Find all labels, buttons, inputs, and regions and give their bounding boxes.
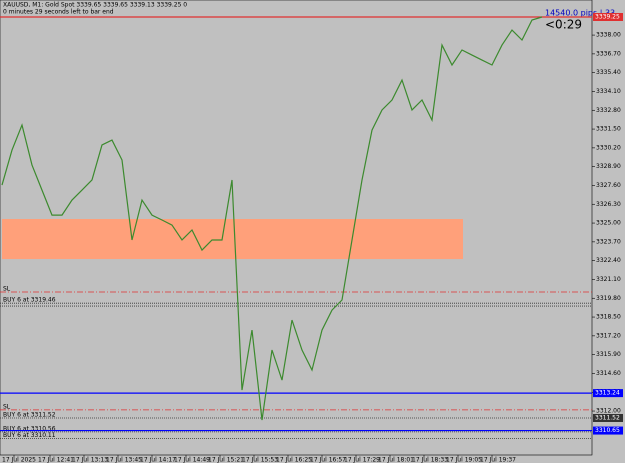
x-tick-label: 17 Jul 14:17 <box>140 457 176 463</box>
timer-line: 0 minutes 29 seconds left to bar end <box>3 9 114 16</box>
price-tag <box>593 426 623 435</box>
level-label: BUY 6 at 3310.11 <box>3 432 56 439</box>
y-tick-label: 3334.10 <box>596 88 621 95</box>
price-tag <box>593 389 623 398</box>
x-tick-label: 17 Jul 2025 <box>2 457 36 463</box>
pips: 14540.0 pips | 33 <box>545 9 615 18</box>
price-tag-label: 3313.24 <box>595 390 620 397</box>
y-tick-label: 3312.00 <box>596 408 621 415</box>
y-tick-label: 3314.60 <box>596 370 621 377</box>
x-tick-label: 17 Jul 17:29 <box>344 457 380 463</box>
price-tag-label: 3311.52 <box>595 414 620 421</box>
x-tick-label: 17 Jul 13:45 <box>106 457 142 463</box>
y-tick-label: 3335.40 <box>596 69 621 76</box>
y-tick-label: 3322.40 <box>596 257 621 264</box>
price-line <box>1 16 543 421</box>
level-label: BUY 6 at 3311.52 <box>3 411 56 418</box>
level-label: BUY 6 at 3310.56 <box>3 425 56 432</box>
price-tag-label: 3310.65 <box>595 427 620 434</box>
x-tick-label: 17 Jul 18:33 <box>412 457 448 463</box>
y-tick-label: 3326.30 <box>596 201 621 208</box>
level-label: SL <box>3 403 11 410</box>
y-tick-label: 3338.00 <box>596 32 621 39</box>
x-tick-label: 17 Jul 12:41 <box>38 457 74 463</box>
price-tag <box>593 413 623 422</box>
y-tick-label: 3315.90 <box>596 351 621 358</box>
y-tick-label: 3323.70 <box>596 238 621 245</box>
y-tick-label: 3328.90 <box>596 163 621 170</box>
y-tick-label: 3332.80 <box>596 107 621 114</box>
level-label: SL <box>3 286 11 293</box>
y-tick-label: 3318.50 <box>596 314 621 321</box>
zone <box>2 219 463 260</box>
price-tag-label: 3339.25 <box>595 14 620 21</box>
price-tag <box>593 13 623 22</box>
y-tick-label: 3327.60 <box>596 182 621 189</box>
y-tick-label: 3325.00 <box>596 220 621 227</box>
x-tick-label: 17 Jul 16:25 <box>276 457 312 463</box>
x-tick-label: 17 Jul 15:21 <box>208 457 244 463</box>
level-label: BUY 6 at 3319.46 <box>3 297 56 304</box>
x-tick-label: 17 Jul 15:53 <box>242 457 278 463</box>
x-tick-label: 17 Jul 19:37 <box>480 457 516 463</box>
countdown: <0:29 <box>545 18 582 32</box>
symbol-line: XAUUSD, M1: Gold Spot 3339.65 3339.65 33… <box>3 2 187 9</box>
y-tick-label: 3330.20 <box>596 144 621 151</box>
x-tick-label: 17 Jul 13:13 <box>72 457 108 463</box>
x-tick-label: 17 Jul 19:05 <box>446 457 482 463</box>
x-tick-label: 17 Jul 14:49 <box>174 457 210 463</box>
y-tick-label: 3321.10 <box>596 276 621 283</box>
x-tick-label: 17 Jul 16:57 <box>310 457 346 463</box>
y-tick-label: 3317.20 <box>596 332 621 339</box>
y-tick-label: 3331.50 <box>596 126 621 133</box>
x-tick-label: 17 Jul 18:01 <box>378 457 414 463</box>
y-tick-label: 3336.70 <box>596 50 621 57</box>
y-tick-label: 3319.80 <box>596 295 621 302</box>
